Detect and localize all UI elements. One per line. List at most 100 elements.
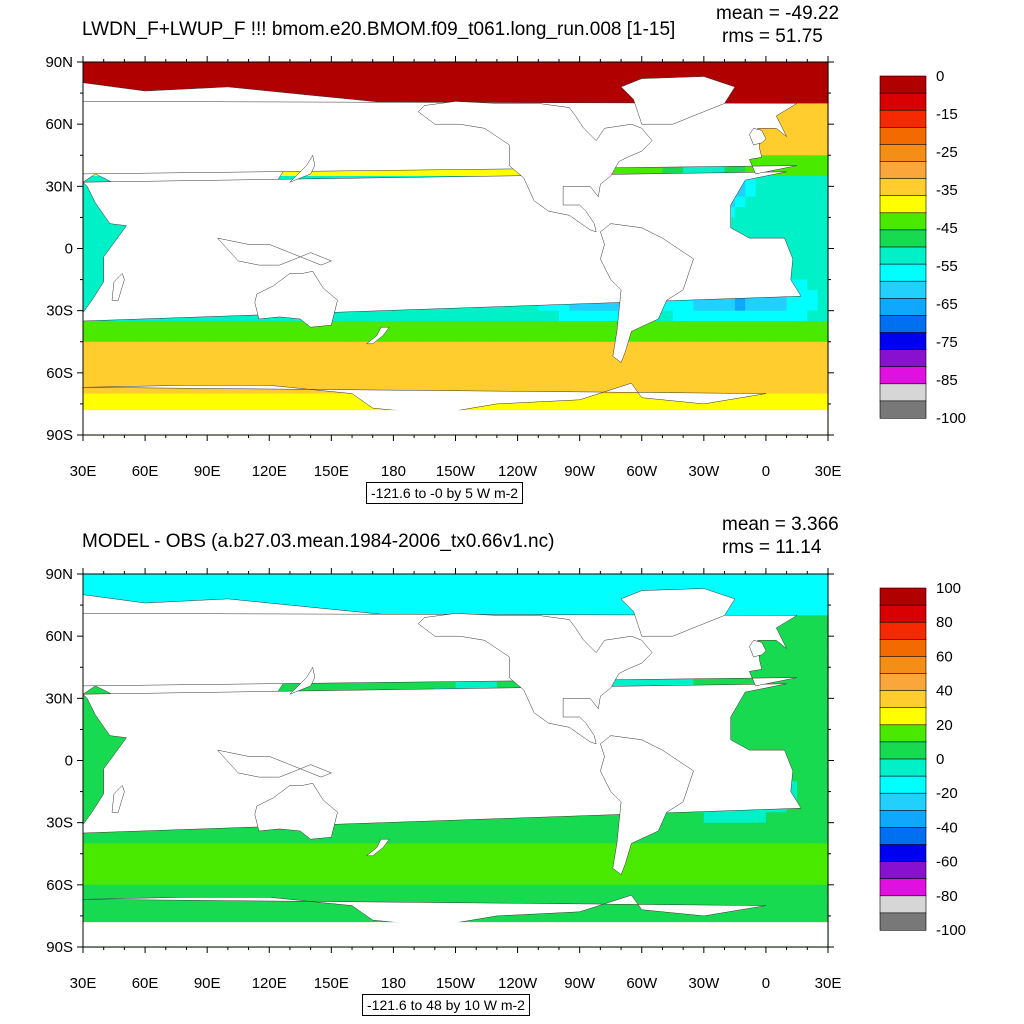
field-cell (476, 403, 488, 415)
field-cell (807, 362, 819, 374)
field-cell (310, 372, 322, 384)
field-cell (662, 372, 674, 384)
field-cell (124, 72, 136, 84)
field-cell (165, 853, 177, 865)
field-cell (352, 82, 363, 94)
field-cell (176, 72, 187, 84)
field-cell (776, 383, 788, 395)
field-cell (786, 781, 798, 793)
field-cell (507, 594, 519, 606)
field-cell (652, 341, 663, 353)
field-cell (755, 186, 767, 198)
field-cell (745, 884, 757, 896)
field-cell (797, 729, 808, 741)
field-cell (807, 300, 819, 312)
field-cell (134, 403, 146, 415)
field-cell (207, 403, 219, 415)
field-cell (114, 352, 125, 364)
field-cell (548, 864, 560, 876)
field-cell (310, 853, 322, 865)
field-cell (383, 82, 394, 94)
field-cell (155, 383, 167, 395)
field-cell (590, 383, 601, 395)
field-cell (393, 72, 405, 84)
field-cell (548, 331, 560, 343)
field-cell (83, 321, 94, 332)
field-cell (155, 403, 167, 415)
field-cell (176, 372, 187, 384)
field-cell (341, 393, 353, 405)
field-cell (145, 584, 156, 596)
field-cell (341, 677, 353, 689)
field-cell (786, 625, 798, 637)
field-cell (393, 822, 405, 834)
field-cell (289, 362, 301, 374)
field-cell (672, 352, 684, 364)
field-cell (341, 853, 353, 865)
x-tick-label: 180 (381, 463, 406, 480)
field-cell (786, 72, 798, 84)
field-cell (279, 393, 291, 405)
field-cell (776, 698, 788, 710)
field-cell (776, 874, 788, 886)
field-cell (517, 822, 529, 834)
field-cell (817, 656, 829, 668)
colorbar-swatch (879, 195, 927, 214)
field-cell (786, 615, 798, 627)
field-cell (362, 584, 374, 596)
field-cell (103, 853, 115, 865)
field-cell (372, 362, 384, 374)
field-cell (807, 186, 819, 198)
field-cell (258, 874, 270, 886)
field-cell (414, 574, 425, 585)
field-cell (248, 853, 260, 865)
field-cell (269, 584, 281, 596)
field-cell (207, 833, 219, 844)
field-cell (465, 403, 477, 415)
field-cell (507, 605, 519, 617)
field-cell (476, 165, 488, 177)
field-cell (145, 393, 156, 405)
field-cell (124, 82, 136, 94)
field-cell (693, 310, 705, 322)
field-cell (507, 352, 519, 364)
field-cell (672, 833, 684, 844)
field-cell (455, 93, 467, 105)
field-cell (114, 739, 125, 751)
field-cell (403, 584, 415, 596)
field-cell (590, 62, 601, 73)
field-cell (372, 310, 384, 322)
field-cell (538, 594, 550, 606)
top-map-field (82, 62, 829, 436)
field-cell (93, 584, 105, 596)
field-cell (393, 331, 405, 343)
field-cell (797, 372, 808, 384)
field-cell (538, 584, 550, 596)
field-cell (217, 362, 229, 374)
field-cell (714, 853, 726, 865)
field-cell (559, 352, 570, 364)
field-cell (641, 833, 653, 844)
field-cell (807, 82, 819, 94)
field-cell (93, 248, 105, 260)
field-cell (269, 594, 281, 606)
field-cell (114, 383, 125, 395)
field-cell (610, 62, 622, 73)
field-cell (786, 113, 798, 125)
field-cell (527, 584, 539, 596)
field-cell (683, 331, 694, 343)
field-cell (331, 833, 343, 844)
field-cell (352, 822, 363, 834)
field-cell (114, 362, 125, 374)
field-cell (765, 196, 777, 208)
field-cell (83, 341, 94, 353)
field-cell (331, 72, 343, 84)
field-cell (807, 853, 819, 865)
field-cell (631, 864, 643, 876)
field-cell (797, 186, 808, 198)
field-cell (434, 82, 446, 94)
field-cell (600, 321, 612, 332)
field-cell (476, 884, 488, 896)
field-cell (186, 574, 198, 585)
field-cell (269, 833, 281, 844)
